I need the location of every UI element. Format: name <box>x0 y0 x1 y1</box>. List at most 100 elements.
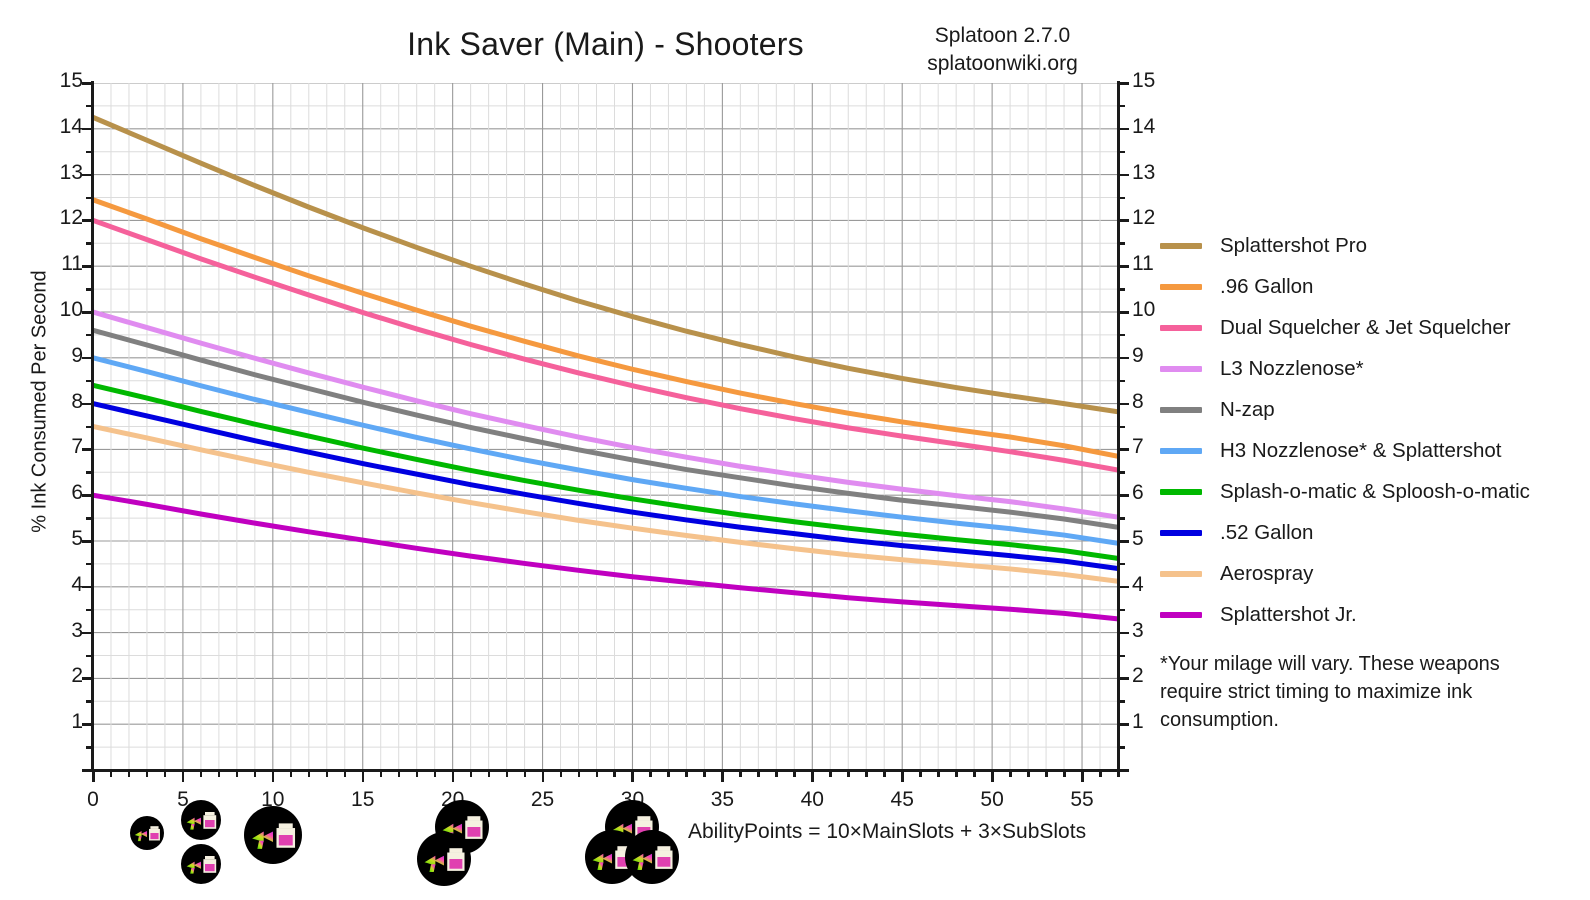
y-axis-tick-label: 7 <box>1132 435 1144 459</box>
y-axis-tick-label: 8 <box>71 389 83 413</box>
legend-item[interactable]: Aerospray <box>1160 553 1580 594</box>
axis-tick <box>1118 173 1129 177</box>
axis-tick <box>145 770 149 777</box>
x-axis-tick-label: 50 <box>980 788 1004 811</box>
legend-color-swatch <box>1160 242 1202 249</box>
legend-item-label: N-zap <box>1220 397 1275 421</box>
axis-tick <box>343 770 347 777</box>
axis-tick <box>847 770 850 777</box>
axis-tick <box>86 654 93 657</box>
x-axis-tick-label: 15 <box>351 788 375 811</box>
source-site: splatoonwiki.org <box>927 52 1078 75</box>
axis-tick <box>685 770 688 777</box>
legend-item-label: L3 Nozzlenose* <box>1220 356 1364 380</box>
y-axis-tick-label: 2 <box>1132 664 1144 688</box>
legend-item[interactable]: Splattershot Pro <box>1160 225 1580 266</box>
axis-tick <box>1118 562 1125 566</box>
axis-tick <box>1118 448 1129 451</box>
legend-item[interactable]: N-zap <box>1160 389 1580 430</box>
legend-item[interactable]: Dual Squelcher & Jet Squelcher <box>1160 307 1580 348</box>
axis-tick <box>1045 770 1048 777</box>
legend-item-label: .96 Gallon <box>1220 274 1314 298</box>
ability-slot-cluster <box>585 800 680 900</box>
axis-tick <box>86 425 93 428</box>
y-axis-tick-label: 15 <box>1132 69 1156 92</box>
axis-tick <box>86 471 93 474</box>
y-axis-tick-label: 13 <box>59 160 83 184</box>
ability-slot-cluster <box>129 800 164 900</box>
axis-tick <box>1118 242 1125 245</box>
axis-tick <box>1118 746 1125 749</box>
y-axis-tick-label: 1 <box>1132 710 1144 734</box>
axis-tick <box>1118 333 1125 337</box>
axis-tick <box>1118 265 1129 268</box>
series-lines <box>93 114 1118 622</box>
axis-tick <box>739 770 742 777</box>
ability-slot-icon <box>180 844 221 884</box>
axis-tick <box>127 770 131 777</box>
y-axis-tick-label: 1 <box>71 710 83 734</box>
axis-tick <box>86 196 93 199</box>
x-axis-tick-label: 5 <box>177 788 189 811</box>
legend-item[interactable]: .52 Gallon <box>1160 512 1580 553</box>
legend-item[interactable]: Splash-o-matic & Sploosh-o-matic <box>1160 471 1580 512</box>
legend-item[interactable]: .96 Gallon <box>1160 266 1580 307</box>
version-block: Splatoon 2.7.0 splatoonwiki.org <box>900 22 1105 78</box>
axis-tick <box>883 770 886 777</box>
legend-item[interactable]: L3 Nozzlenose* <box>1160 348 1580 389</box>
legend-item[interactable]: H3 Nozzlenose* & Splattershot <box>1160 430 1580 471</box>
legend-item-label: .52 Gallon <box>1220 520 1314 544</box>
axis-tick <box>86 562 93 566</box>
legend-color-swatch <box>1160 529 1202 536</box>
axis-tick <box>523 770 527 777</box>
axis-tick <box>1118 471 1125 474</box>
y-axis-tick-label: 3 <box>71 618 83 642</box>
ability-slot-icon <box>129 816 164 850</box>
axis-tick <box>919 770 922 777</box>
page-title: Ink Saver (Main) - Shooters <box>407 26 804 62</box>
axis-tick <box>1099 770 1102 777</box>
axis-tick <box>775 770 778 777</box>
x-axis-tick-label: 0 <box>87 788 99 811</box>
axis-tick <box>415 770 419 777</box>
ability-slot-icon <box>243 806 302 864</box>
axis-tick <box>1081 770 1084 782</box>
axis-tick <box>937 770 940 777</box>
axis-tick <box>86 517 93 520</box>
axis-tick <box>82 723 93 726</box>
footnote: *Your milage will vary. These weapons re… <box>1160 653 1500 731</box>
x-axis-caption: AbilityPoints = 10×MainSlots + 3×SubSlot… <box>688 820 1087 843</box>
axis-tick <box>1118 311 1129 314</box>
ability-slot-icon <box>180 800 221 840</box>
ability-slot-cluster <box>180 800 221 900</box>
series-line <box>93 355 1118 546</box>
axis-tick <box>82 540 93 543</box>
axis-tick <box>82 173 93 177</box>
axis-tick <box>86 288 93 291</box>
axis-tick <box>163 770 167 777</box>
x-axis-tick-label: 45 <box>890 788 914 811</box>
legend-item[interactable]: Splattershot Jr. <box>1160 594 1580 635</box>
series-line <box>93 327 1118 530</box>
axis-tick <box>325 770 329 777</box>
axis-tick <box>721 770 724 782</box>
x-axis-tick-label: 25 <box>530 788 555 811</box>
y-axis-tick-label: 13 <box>1132 160 1156 184</box>
axis-tick <box>82 219 93 222</box>
axis-tick <box>955 770 958 777</box>
y-axis-tick-label: 9 <box>71 343 83 367</box>
y-axis-tick-label: 10 <box>1132 298 1156 321</box>
y-axis-tick-label: 3 <box>1132 618 1144 642</box>
axis-tick <box>613 770 616 777</box>
axis-tick <box>307 770 311 777</box>
legend-color-swatch <box>1160 611 1202 618</box>
axis-tick <box>469 770 473 777</box>
legend-color-swatch <box>1160 283 1202 290</box>
axis-tick <box>1118 425 1125 428</box>
axis-tick <box>86 700 93 703</box>
axis-tick <box>1118 379 1125 383</box>
axis-tick <box>82 82 93 85</box>
axis-tick <box>577 770 581 777</box>
x-axis-tick-label: 10 <box>261 788 285 811</box>
